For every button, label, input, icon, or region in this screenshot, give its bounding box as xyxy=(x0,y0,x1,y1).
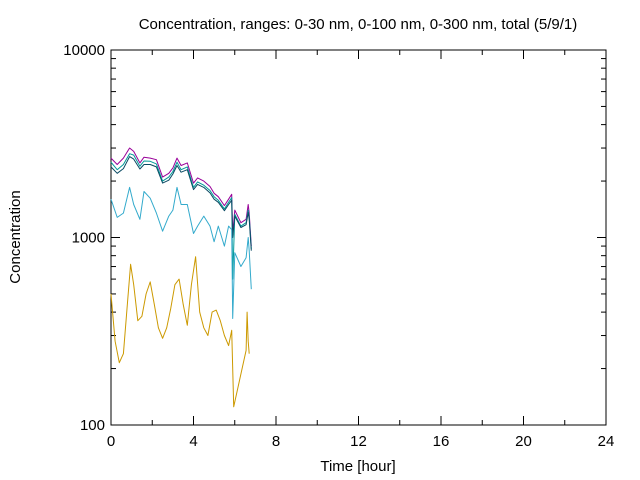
y-axis-title: Concentration xyxy=(7,190,24,283)
x-tick-label: 20 xyxy=(515,433,532,450)
series-line-5 xyxy=(110,256,250,408)
y-tick-label: 100 xyxy=(80,417,105,434)
axis-ticks xyxy=(110,49,607,426)
x-tick-label: 8 xyxy=(272,433,280,450)
series-line-2 xyxy=(110,153,252,280)
y-tick-label: 10000 xyxy=(63,42,105,59)
x-tick-label: 0 xyxy=(107,433,115,450)
x-tick-label: 16 xyxy=(433,433,450,450)
chart-title: Concentration, ranges: 0-30 nm, 0-100 nm… xyxy=(139,16,578,33)
series-line-3 xyxy=(110,156,252,251)
x-tick-label: 4 xyxy=(189,433,197,450)
series-line-4 xyxy=(110,186,252,319)
plot-frame xyxy=(110,49,607,426)
x-axis-title: Time [hour] xyxy=(320,458,395,475)
series-line-1 xyxy=(110,147,252,247)
axis-tick-labels: 0 4 8 12 16 20 24 100 1000 10000 xyxy=(63,42,614,450)
series-layer xyxy=(110,147,252,408)
x-tick-label: 12 xyxy=(350,433,367,450)
y-tick-label: 1000 xyxy=(72,230,105,247)
x-tick-label: 24 xyxy=(598,433,615,450)
